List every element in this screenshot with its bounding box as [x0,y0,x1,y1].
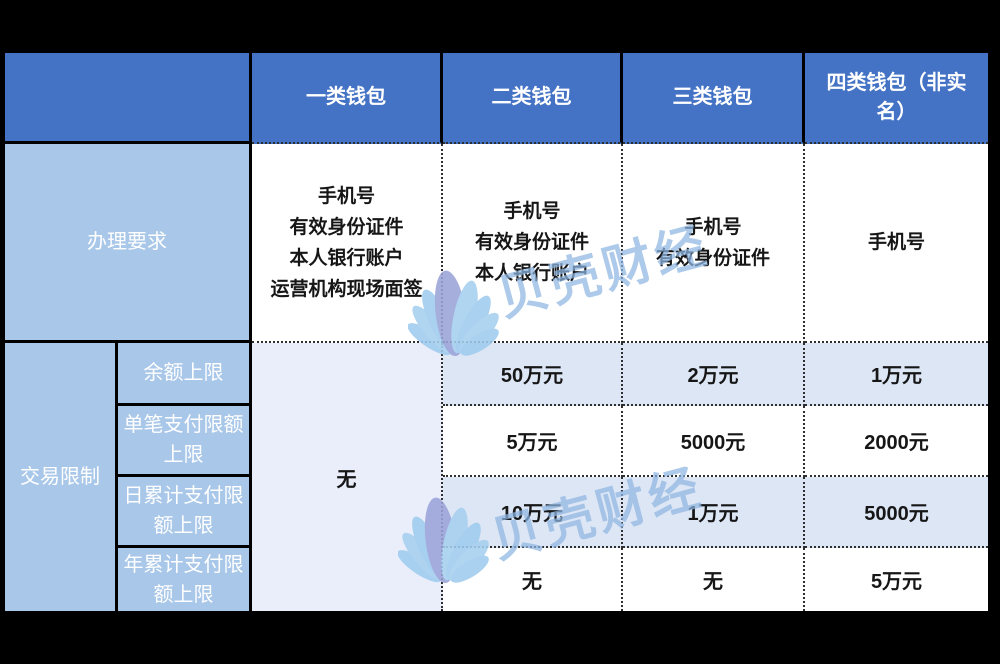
requirement-line: 手机号 [317,185,375,207]
single-cap-wallet4: 2000元 [805,406,988,477]
limits-wallet1-span-cell: 无 [252,343,443,611]
yearly-cap-wallet4: 5万元 [805,548,988,611]
daily-cap-wallet4: 5000元 [805,477,988,548]
header-corner-cell [5,53,252,144]
requirement-line: 本人银行账户 [289,247,404,269]
requirement-line: 有效身份证件 [655,247,770,269]
row-label-balance-cap: 余额上限 [118,343,252,406]
header-cell-wallet3: 三类钱包 [623,53,805,144]
yearly-cap-wallet2: 无 [443,548,623,611]
balance-cap-wallet4: 1万元 [805,343,988,406]
header-cell-wallet1: 一类钱包 [252,53,443,144]
requirement-line: 运营机构现场面签 [270,278,423,300]
wallet-comparison-table: 一类钱包 二类钱包 三类钱包 四类钱包（非实名） 办理要求 手机号 有效身份证件… [2,50,991,614]
requirements-wallet2-cell: 手机号 有效身份证件 本人银行账户 [443,144,623,343]
single-cap-wallet2: 5万元 [443,406,623,477]
row-group-label-limits: 交易限制 [5,343,118,611]
row-label-requirements: 办理要求 [5,144,252,343]
daily-cap-wallet2: 10万元 [443,477,623,548]
requirement-line: 手机号 [867,232,925,253]
requirement-line: 手机号 [684,216,742,238]
requirement-line: 本人银行账户 [474,263,589,284]
row-label-single-payment-cap: 单笔支付限额上限 [118,406,252,477]
requirement-line: 有效身份证件 [289,216,404,238]
requirement-line: 手机号 [503,201,561,222]
balance-cap-wallet3: 2万元 [623,343,805,406]
yearly-cap-wallet3: 无 [623,548,805,611]
requirements-wallet3-cell: 手机号 有效身份证件 [623,144,805,343]
balance-cap-wallet2: 50万元 [443,343,623,406]
row-label-daily-payment-cap: 日累计支付限额上限 [118,477,252,548]
daily-cap-wallet3: 1万元 [623,477,805,548]
requirements-wallet1-cell: 手机号 有效身份证件 本人银行账户 运营机构现场面签 [252,144,443,343]
header-cell-wallet2: 二类钱包 [443,53,623,144]
header-cell-wallet4: 四类钱包（非实名） [805,53,988,144]
row-label-yearly-payment-cap: 年累计支付限额上限 [118,548,252,611]
requirement-line: 有效身份证件 [474,232,589,253]
requirements-wallet4-cell: 手机号 [805,144,988,343]
single-cap-wallet3: 5000元 [623,406,805,477]
